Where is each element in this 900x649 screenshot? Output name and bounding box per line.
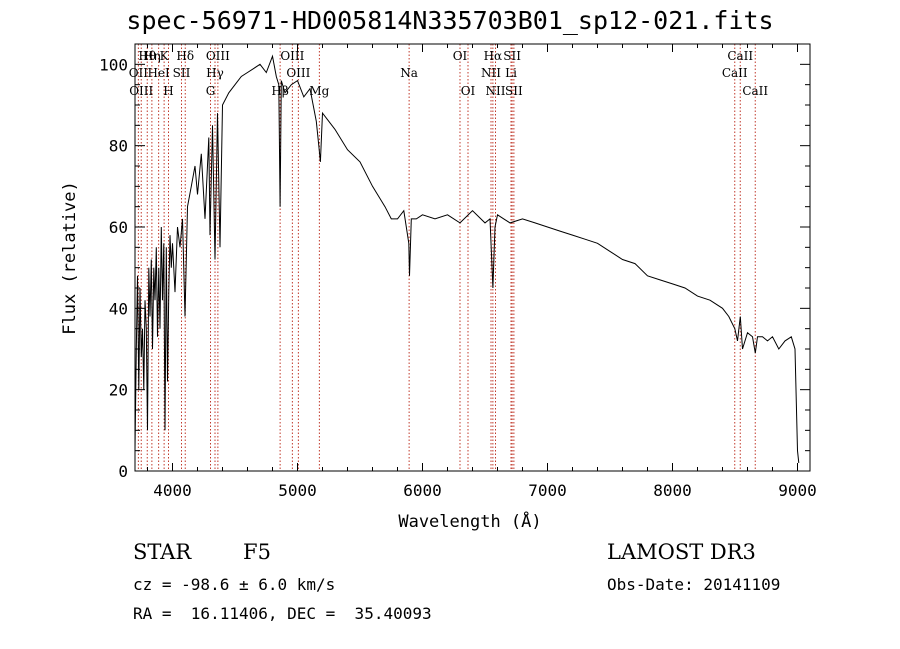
line-label: Hθ: [138, 49, 156, 63]
line-label: CaII: [742, 84, 768, 98]
line-label: OII: [129, 66, 149, 80]
line-label: SII: [173, 66, 191, 80]
line-label: SII: [503, 49, 521, 63]
x-tick-label: 9000: [778, 481, 817, 500]
line-label: OIII: [280, 49, 304, 63]
plot-frame: [134, 43, 811, 472]
axis-ticks: 4000 5000 6000 7000 8000 9000 0 20 40 60 80 100: [99, 44, 817, 500]
line-label: G: [206, 84, 216, 98]
x-axis-label: Wavelength (Å): [398, 512, 542, 532]
line-label: H: [163, 84, 173, 98]
x-tick-label: 7000: [528, 481, 567, 500]
object-subclass: F5: [243, 540, 271, 564]
x-tick-label: 4000: [153, 481, 192, 500]
obs-date: Obs-Date: 20141109: [607, 575, 781, 594]
line-label: Hβ: [271, 84, 288, 98]
x-tick-label: 6000: [403, 481, 442, 500]
y-tick-label: 0: [118, 462, 128, 481]
line-label: Hη: [143, 49, 161, 63]
line-label: K: [160, 49, 170, 63]
coordinates-text: RA = 16.11406, DEC = 35.40093: [133, 604, 432, 623]
redshift-text: cz = -98.6 ± 6.0 km/s: [133, 575, 336, 594]
line-label: OIII: [129, 84, 153, 98]
line-markers: [137, 44, 756, 471]
line-label: NII: [481, 66, 501, 80]
line-label: CaII: [722, 66, 748, 80]
line-label: Hγ: [206, 66, 224, 80]
line-label: Hα: [484, 49, 503, 63]
spectrum-line: [134, 54, 800, 463]
y-tick-label: 40: [109, 299, 128, 318]
object-class: STAR: [133, 540, 192, 564]
survey-name: LAMOST DR3: [607, 540, 756, 564]
line-label: OI: [461, 84, 476, 98]
x-tick-label: 8000: [653, 481, 692, 500]
y-tick-label: 100: [99, 55, 128, 74]
line-label: CaII: [727, 49, 753, 63]
x-tick-label: 5000: [278, 481, 317, 500]
line-label: OIII: [206, 49, 230, 63]
line-labels: OIIOIIIHθHηHeIKHSIIHδGHγOIIIHβOIIIOIIIMg…: [129, 49, 769, 98]
line-label: Li: [505, 66, 517, 80]
line-label: HeI: [147, 66, 170, 80]
chart-title: spec-56971-HD005814N335703B01_sp12-021.f…: [126, 6, 774, 35]
line-label: OI: [453, 49, 468, 63]
line-label: Na: [400, 66, 418, 80]
line-label: Mg: [309, 84, 329, 98]
y-tick-label: 80: [109, 137, 128, 156]
line-label: NII: [486, 84, 506, 98]
line-label: OIII: [286, 66, 310, 80]
line-label: SII: [505, 84, 523, 98]
line-label: Hδ: [176, 49, 194, 63]
y-axis-label: Flux (relative): [60, 181, 80, 335]
y-tick-label: 20: [109, 381, 128, 400]
y-tick-label: 60: [109, 218, 128, 237]
